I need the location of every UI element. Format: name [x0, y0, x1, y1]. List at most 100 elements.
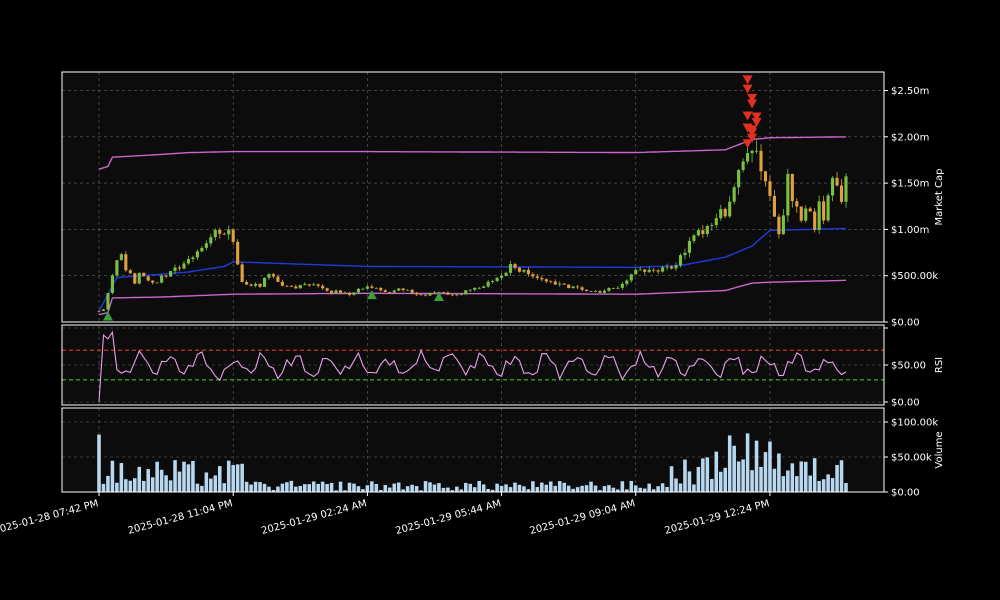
volume-bar [499, 485, 504, 492]
volume-bar [97, 434, 101, 492]
candle-body [222, 233, 226, 235]
volume-bar [714, 451, 719, 492]
candle-body [638, 269, 642, 271]
candle-body [593, 291, 598, 292]
volume-bar [155, 461, 159, 492]
volume-bar [732, 445, 736, 492]
candle-body [338, 290, 343, 293]
candle-body [195, 251, 199, 258]
volume-bar [593, 485, 598, 492]
volume-bar [517, 484, 522, 492]
candle-body [558, 283, 562, 285]
candle-body [799, 206, 803, 221]
candle-body [164, 275, 168, 277]
volume-bar [276, 486, 280, 492]
sell-marker [747, 93, 758, 103]
volume-bar [464, 482, 468, 492]
rsi-panel: $0.00 $50.00 RSI [61, 324, 945, 409]
volume-bar [678, 483, 683, 492]
candle-body [732, 187, 736, 202]
candle-body [808, 208, 812, 212]
volume-bar [817, 481, 821, 492]
candle-body [115, 260, 119, 276]
candle-body [540, 277, 544, 280]
volume-bar [629, 480, 634, 492]
candle-body [169, 270, 173, 277]
candle-body [781, 215, 785, 235]
volume-bar [298, 485, 303, 492]
candle-body [482, 286, 486, 288]
volume-bar [150, 477, 155, 492]
candle-body [746, 153, 750, 162]
volume-bar [446, 487, 450, 492]
candle-body [321, 285, 325, 289]
volume-bar [325, 484, 329, 492]
candle-body [410, 289, 414, 293]
candle-body [589, 290, 593, 292]
y-tick-label: $1.50m [891, 179, 929, 190]
candle-body [562, 283, 566, 285]
candle-body [768, 181, 772, 196]
candle-body [142, 272, 146, 277]
volume-frame [61, 407, 885, 493]
volume-bar [826, 474, 830, 492]
volume-bar [705, 457, 710, 492]
volume-bar [656, 486, 660, 492]
candle-body [477, 287, 481, 289]
candle-body [500, 275, 504, 278]
volume-bar [750, 470, 754, 492]
volume-bar [240, 463, 244, 492]
candle-body [406, 289, 410, 291]
candle-body [526, 269, 530, 275]
candle-body [361, 288, 365, 290]
market-cap-axis-label: Market Cap [934, 168, 945, 225]
volume-bar [401, 489, 405, 492]
candle-body [352, 292, 356, 295]
candle-body [719, 208, 723, 219]
volume-bar [710, 478, 714, 492]
sell-marker [747, 99, 758, 109]
candle-body [602, 290, 607, 293]
volume-bar [365, 485, 370, 492]
volume-bar [271, 489, 276, 492]
volume-bar [361, 489, 365, 492]
candle-body [455, 294, 459, 296]
volume-bar [231, 465, 235, 492]
candle-body [285, 285, 289, 287]
volume-bar [736, 461, 741, 492]
volume-bar [718, 471, 723, 492]
candle-body [155, 282, 159, 284]
y-tick-label: $1.00m [891, 225, 929, 236]
candle-body [101, 309, 106, 311]
volume-bar [481, 484, 486, 492]
volume-bar [669, 466, 674, 492]
candle-body [191, 257, 195, 260]
candle-body [611, 287, 615, 289]
volume-bar [535, 487, 540, 492]
candle-body [580, 287, 584, 290]
volume-bar [821, 479, 826, 492]
candle-body [151, 280, 155, 283]
volume-bar [625, 489, 629, 492]
volume-bar [396, 482, 401, 492]
candle-body [737, 170, 741, 188]
candle-body [634, 269, 638, 275]
candle-body [822, 201, 826, 221]
volume-bar [173, 460, 177, 492]
volume-bar [759, 466, 763, 492]
candle-body [585, 289, 589, 291]
buy-marker [433, 292, 444, 301]
volume-bar [204, 472, 209, 492]
volume-bar [745, 433, 750, 492]
candle-body [517, 267, 522, 272]
volume-bar [338, 481, 343, 492]
volume-bar [289, 480, 294, 492]
volume-bar [258, 482, 262, 492]
volume-bar [253, 481, 258, 492]
volume-bar [522, 486, 526, 492]
bollinger-bands [98, 136, 847, 316]
candle-body [763, 171, 768, 182]
candle-body [839, 185, 844, 202]
candle-body [441, 292, 445, 293]
market-cap-panel: $0.00 $500.00k $1.00m $1.50m $2.00m $2.50m Ma… [61, 71, 945, 329]
